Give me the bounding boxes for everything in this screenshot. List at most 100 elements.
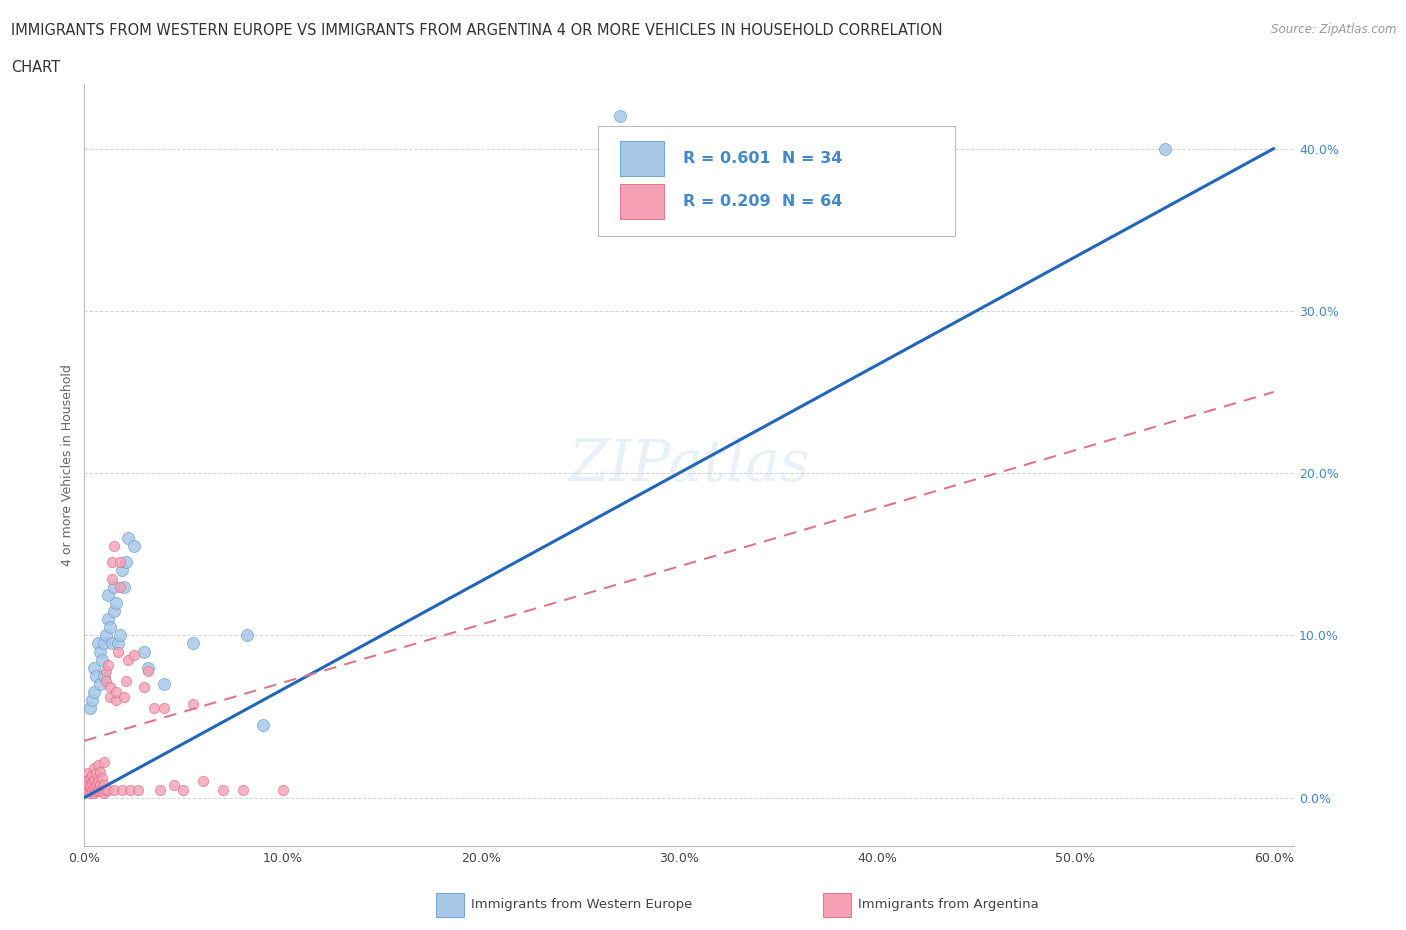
Point [87,774,110,789]
Text: ZIPatlas: ZIPatlas [568,437,810,493]
Point [183,696,205,711]
Point [96,782,118,797]
Point [82,776,104,790]
Point [82,784,104,799]
Point [105,684,128,699]
Point [79,701,101,716]
Point [97,612,120,627]
Text: R = 0.601  N = 34: R = 0.601 N = 34 [683,151,842,166]
Point [83,684,105,699]
Point [101,636,124,651]
Point [91,782,114,797]
Point [132,644,155,659]
Text: CHART: CHART [11,60,60,75]
Point [115,673,138,688]
Point [93,636,115,651]
Point [103,604,125,618]
Point [84,784,107,799]
Point [112,689,135,704]
Point [105,693,128,708]
Point [111,563,134,578]
Point [79,771,101,786]
Point [232,782,254,797]
Point [83,772,105,787]
Point [89,777,111,792]
Point [117,531,139,546]
Point [236,628,259,643]
Point [97,782,120,797]
Point [93,669,115,684]
Point [107,636,129,651]
Point [93,754,115,769]
Point [96,673,118,688]
Point [212,782,235,797]
Point [252,717,274,732]
Point [111,782,134,797]
Point [172,782,194,797]
Point [75,782,97,797]
Point [152,701,174,716]
Point [118,782,141,797]
Point [79,785,101,800]
Point [98,619,121,634]
Point [82,693,104,708]
Point [98,689,121,704]
Point [83,761,105,776]
Point [115,555,138,570]
Point [1153,141,1175,156]
Point [87,636,110,651]
Point [108,555,131,570]
Point [101,571,124,586]
Point [162,777,184,792]
Point [136,660,159,675]
Point [103,782,125,797]
Point [105,595,128,610]
Point [98,680,121,695]
Text: Immigrants from Argentina: Immigrants from Argentina [858,898,1039,911]
Point [112,579,135,594]
Text: IMMIGRANTS FROM WESTERN EUROPE VS IMMIGRANTS FROM ARGENTINA 4 OR MORE VEHICLES I: IMMIGRANTS FROM WESTERN EUROPE VS IMMIGR… [11,23,943,38]
Point [142,701,165,716]
Point [103,538,125,553]
Point [96,628,118,643]
Point [89,644,111,659]
Point [127,782,149,797]
Point [152,677,174,692]
Point [132,680,155,695]
Point [93,785,115,800]
Point [91,771,114,786]
Point [93,777,115,792]
Point [89,764,111,779]
Point [82,767,104,782]
Point [149,782,172,797]
Point [83,785,105,800]
Point [117,652,139,667]
Point [193,774,215,789]
Point [87,782,110,797]
Point [103,579,125,594]
Point [77,777,100,792]
Point [77,765,100,780]
Point [101,555,124,570]
Point [609,109,631,124]
Point [97,658,120,672]
FancyBboxPatch shape [620,184,664,219]
Point [108,579,131,594]
Point [96,664,118,679]
Point [122,538,145,553]
Point [79,778,101,793]
FancyBboxPatch shape [620,141,664,176]
Point [122,647,145,662]
Text: Source: ZipAtlas.com: Source: ZipAtlas.com [1271,23,1396,36]
Point [89,677,111,692]
Point [87,758,110,773]
FancyBboxPatch shape [599,126,955,236]
Point [84,765,107,780]
Point [84,669,107,684]
Point [89,784,111,799]
Text: Immigrants from Western Europe: Immigrants from Western Europe [471,898,692,911]
Point [183,636,205,651]
Y-axis label: 4 or more Vehicles in Household: 4 or more Vehicles in Household [60,364,75,566]
Point [84,777,107,792]
Point [77,784,100,799]
